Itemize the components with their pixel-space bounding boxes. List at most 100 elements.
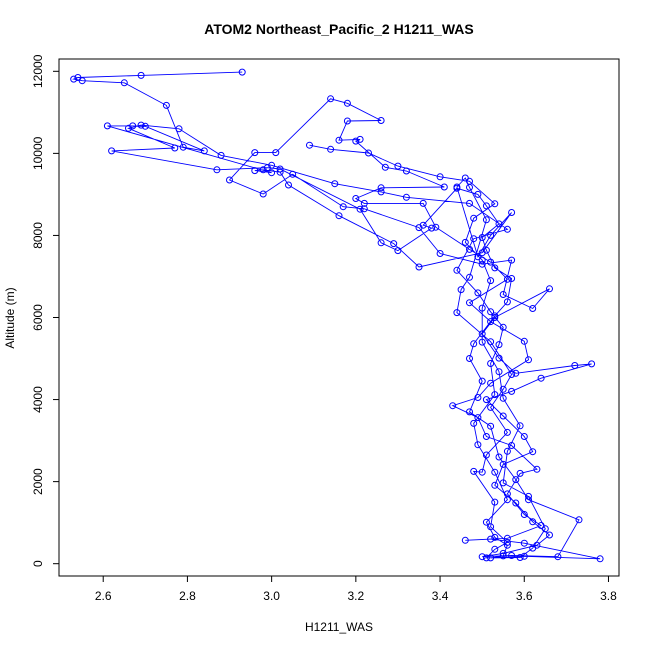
data-point: [175, 125, 183, 133]
data-point: [137, 121, 145, 129]
data-point: [162, 101, 170, 109]
data-point: [495, 368, 503, 376]
data-point: [415, 263, 423, 271]
data-point: [474, 253, 482, 261]
data-point: [461, 536, 469, 544]
data-point: [478, 468, 486, 476]
data-point: [508, 442, 516, 449]
data-point: [487, 523, 495, 531]
data-point: [339, 203, 347, 211]
data-point: [70, 75, 78, 83]
y-tick-label: 4000: [31, 386, 45, 413]
data-point: [520, 511, 528, 518]
data-point: [499, 412, 507, 420]
data-point: [466, 177, 473, 185]
data-point: [508, 371, 516, 378]
data-point: [268, 169, 276, 177]
x-tick-label: 3.8: [600, 589, 617, 603]
data-point: [381, 163, 389, 171]
y-tick-label: 6000: [31, 304, 45, 331]
data-point: [470, 214, 478, 222]
data-point: [537, 374, 545, 382]
data-point: [512, 369, 520, 377]
x-tick-label: 2.6: [95, 589, 112, 603]
data-point: [419, 199, 427, 207]
data-point: [78, 77, 86, 85]
data-point: [495, 354, 503, 362]
data-point: [478, 330, 486, 338]
data-point: [495, 453, 503, 461]
data-point: [516, 422, 524, 430]
data-point: [487, 308, 495, 316]
data-point: [478, 304, 486, 312]
data-point: [503, 225, 511, 233]
data-point: [529, 448, 537, 456]
data-point: [499, 394, 507, 402]
data-point: [478, 553, 486, 561]
data-point: [487, 318, 495, 326]
data-point: [200, 147, 208, 155]
data-point: [453, 184, 461, 192]
data-point: [457, 286, 465, 294]
data-point: [217, 151, 225, 159]
data-point: [503, 538, 511, 546]
data-point: [503, 534, 511, 542]
data-point: [137, 71, 145, 79]
data-point: [499, 479, 507, 487]
data-point: [259, 166, 267, 174]
data-point: [487, 554, 495, 562]
data-point: [478, 377, 486, 385]
data-point: [491, 391, 499, 399]
chart-title: ATOM2 Northeast_Pacific_2 H1211_WAS: [204, 21, 474, 37]
data-point: [525, 496, 532, 504]
data-point: [554, 553, 562, 561]
plot-frame: [58, 58, 620, 577]
data-point: [474, 394, 482, 401]
data-point: [276, 165, 284, 173]
y-tick-label: 2000: [31, 468, 45, 495]
data-point: [499, 291, 507, 298]
data-point: [499, 552, 507, 560]
y-tick-label: 10000: [31, 136, 45, 170]
x-tick-label: 3.6: [516, 589, 533, 603]
data-point: [259, 190, 267, 198]
data-point: [516, 469, 524, 477]
data-point: [491, 264, 499, 272]
data-point: [432, 223, 440, 231]
x-tick-label: 3.4: [432, 589, 449, 603]
y-tick-label: 12000: [31, 54, 45, 88]
data-point: [491, 481, 499, 489]
data-point: [226, 176, 233, 184]
data-point: [470, 235, 478, 243]
data-point: [453, 266, 461, 274]
data-point: [487, 422, 495, 430]
data-point: [466, 299, 473, 307]
data-point: [482, 246, 490, 254]
data-point: [331, 180, 339, 188]
data-point: [503, 447, 511, 455]
data-point: [503, 541, 511, 549]
data-point: [525, 356, 532, 364]
data-point: [508, 552, 516, 559]
data-point: [525, 492, 532, 500]
data-point: [491, 498, 499, 506]
data-point: [482, 554, 490, 562]
data-point: [474, 414, 482, 422]
data-point: [482, 202, 490, 210]
data-point: [356, 205, 364, 213]
data-point: [529, 518, 537, 526]
data-point: [520, 552, 528, 560]
data-point: [512, 499, 520, 507]
data-point: [499, 323, 507, 331]
data-point: [365, 149, 372, 157]
data-point: [440, 183, 448, 191]
data-point: [491, 545, 499, 553]
data-point: [428, 224, 436, 232]
data-point: [575, 516, 583, 524]
data-point: [171, 144, 179, 152]
data-point: [487, 379, 495, 387]
data-point: [285, 181, 292, 189]
data-point: [377, 117, 385, 124]
data-point: [478, 234, 486, 241]
data-point: [495, 341, 503, 349]
